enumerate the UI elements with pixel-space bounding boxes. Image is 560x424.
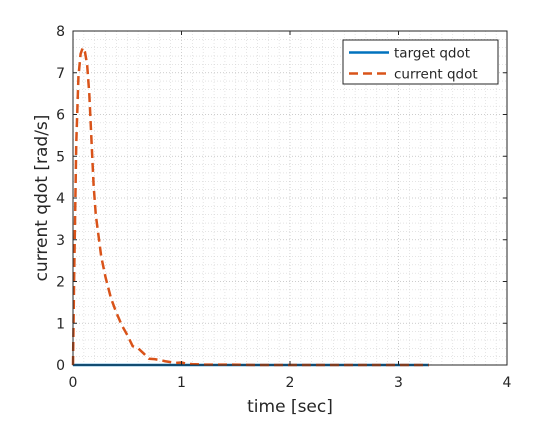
y-tick-label: 7: [56, 66, 65, 82]
legend: target qdot current qdot: [342, 39, 499, 85]
major-grid: [73, 31, 507, 365]
y-tick-label: 4: [56, 191, 65, 207]
y-tick-labels: 0 1 2 3 4 5 6 7 8: [56, 24, 65, 374]
legend-box: [342, 39, 499, 85]
x-tick-label: 3: [394, 375, 403, 391]
x-tick-labels: 0 1 2 3 4: [69, 375, 512, 391]
y-tick-label: 3: [56, 233, 65, 249]
y-tick-label: 0: [56, 358, 65, 374]
x-tick-label: 4: [503, 375, 512, 391]
ticks: [72, 30, 508, 366]
y-tick-label: 1: [56, 316, 65, 332]
legend-label-current-qdot: current qdot: [394, 67, 478, 83]
y-axis-label: current qdot [rad/s]: [32, 115, 52, 282]
series-line-current-qdot: [71, 46, 429, 367]
y-tick-label: 2: [56, 275, 65, 291]
y-tick-label: 5: [56, 149, 65, 165]
y-tick-label: 6: [56, 108, 65, 124]
x-tick-label: 1: [177, 375, 186, 391]
y-tick-label: 8: [56, 24, 65, 40]
legend-label-target-qdot: target qdot: [394, 46, 470, 62]
x-tick-label: 0: [69, 375, 78, 391]
x-tick-label: 2: [286, 375, 295, 391]
x-axis-label: time [sec]: [247, 397, 333, 417]
